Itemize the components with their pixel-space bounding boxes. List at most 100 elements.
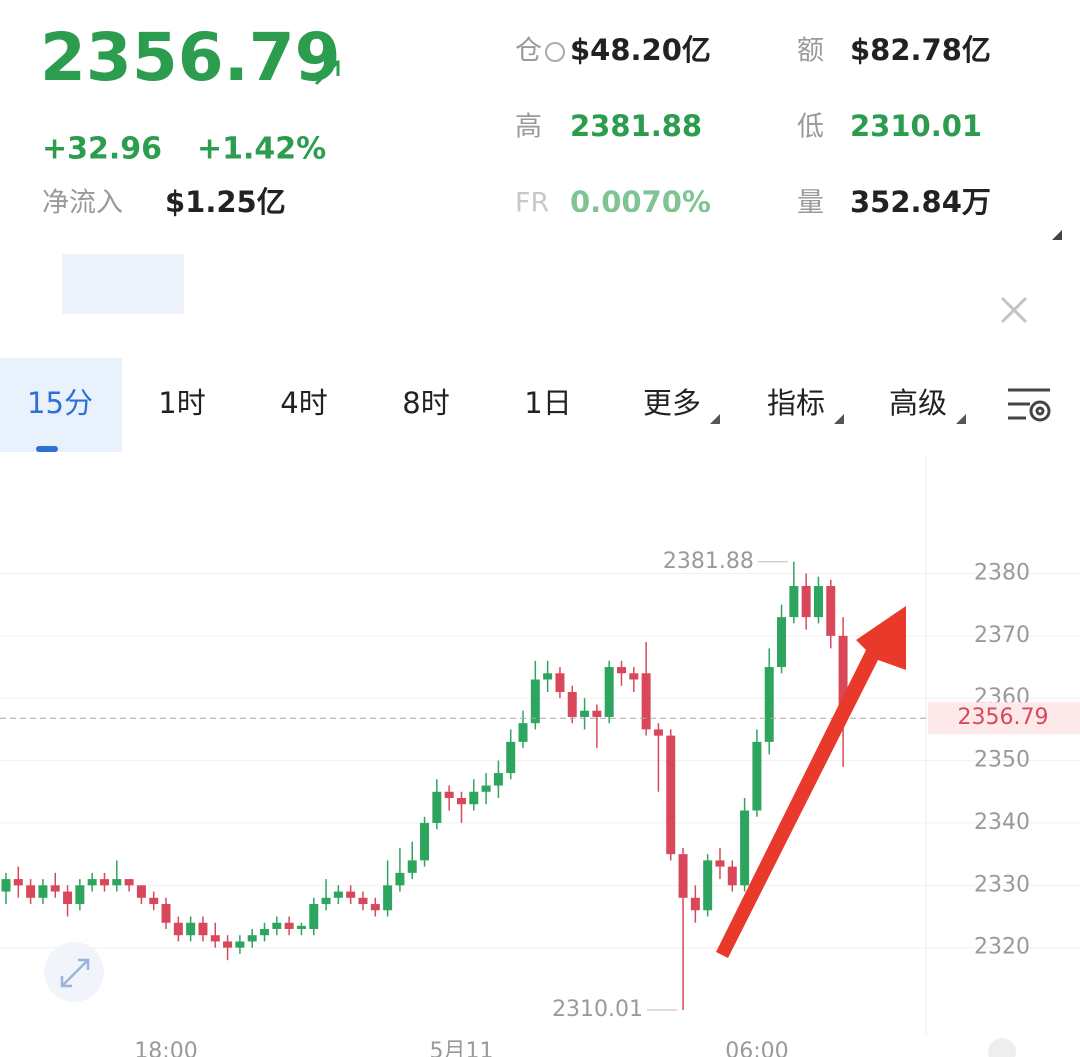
y-tick-label: 2330	[974, 872, 1030, 897]
y-tick-label: 2340	[974, 810, 1030, 835]
candle-body	[358, 897, 368, 905]
stat-label: 高	[515, 112, 542, 143]
candle-body	[296, 925, 306, 929]
candle-body	[826, 585, 836, 636]
candle-body	[112, 879, 122, 886]
candle-body	[518, 723, 528, 742]
candle-body	[50, 885, 60, 892]
candle-body	[567, 691, 577, 717]
candle-body	[272, 922, 282, 929]
candle-body	[38, 885, 48, 898]
change-pct: +1.42%	[197, 132, 326, 167]
current-price-tag	[928, 702, 1080, 735]
candle-body	[284, 922, 294, 929]
stat-label: 额	[797, 36, 824, 67]
dropdown-caret	[834, 414, 844, 424]
candle-body	[629, 673, 639, 680]
candle-body	[309, 904, 319, 929]
candle-body	[838, 635, 848, 719]
candle-body	[161, 904, 171, 923]
tab[interactable]: 指标	[767, 386, 825, 420]
candle-body	[186, 922, 196, 936]
candle-body	[678, 854, 688, 898]
tab[interactable]: 4时	[280, 386, 327, 420]
candle-body	[580, 710, 590, 717]
candle-body	[99, 879, 109, 886]
max-label: 2381.88	[663, 549, 754, 574]
placeholder	[62, 254, 184, 314]
annotation-arrow	[716, 606, 906, 958]
tab[interactable]: 8时	[402, 386, 449, 420]
candle-body	[506, 741, 516, 774]
candle-body	[764, 667, 774, 742]
stat-value: $82.78亿	[850, 33, 991, 67]
active-tab-bg	[0, 358, 122, 452]
min-label: 2310.01	[552, 997, 643, 1022]
x-tick-label: 18:00	[134, 1039, 197, 1057]
candle-body	[87, 879, 97, 886]
y-tick-label: 2320	[974, 935, 1030, 960]
stat-label: 量	[797, 188, 824, 219]
candle-body	[715, 860, 725, 867]
candle-body	[481, 785, 491, 792]
candle-body	[13, 879, 23, 886]
close-button[interactable]	[1000, 296, 1028, 324]
tab[interactable]: 更多	[643, 386, 701, 420]
price: 2356.79	[40, 19, 341, 96]
candle-body	[727, 866, 737, 886]
candle-body	[432, 791, 442, 823]
candle-body	[1, 879, 11, 892]
expand-button[interactable]	[44, 942, 104, 1002]
dropdown-caret	[710, 414, 720, 424]
candle-body	[543, 673, 553, 680]
candle-body	[617, 667, 626, 674]
y-tick-label: 2380	[974, 560, 1030, 585]
candle-body	[592, 710, 602, 717]
candle-body	[813, 585, 823, 618]
net-inflow-label: 净流入	[42, 188, 123, 219]
fade	[500, 212, 720, 232]
help-icon[interactable]	[545, 42, 565, 62]
candle-body	[604, 667, 614, 717]
candle-body	[407, 860, 417, 873]
y-tick-label: 2370	[974, 623, 1030, 648]
tab[interactable]: 1时	[158, 386, 205, 420]
tab[interactable]: 高级	[889, 386, 947, 420]
candle-body	[124, 879, 134, 886]
candle-body	[690, 897, 700, 911]
stat-label: 仓	[515, 36, 542, 67]
dropdown-caret	[956, 414, 966, 424]
candle-body	[260, 928, 270, 936]
tabs: 15分 1时 4时 8时 1日 更多 指标 高级	[27, 386, 966, 424]
candle-body	[801, 585, 811, 618]
candle-body	[752, 741, 762, 811]
candle-body	[420, 822, 430, 861]
y-tick-label: 2350	[974, 748, 1030, 773]
candle-body	[63, 891, 73, 905]
candle-body	[740, 810, 750, 886]
corner-mark	[1052, 230, 1062, 240]
stat-label: 低	[797, 112, 824, 143]
candle-body	[703, 860, 713, 911]
active-tab-indicator	[36, 446, 58, 452]
net-inflow: $1.25亿	[165, 185, 286, 219]
candle-body	[777, 617, 787, 668]
stat-value: $48.20亿	[570, 33, 711, 67]
candle-body	[555, 673, 565, 692]
tab[interactable]: 15分	[27, 386, 93, 420]
candle-body	[26, 885, 36, 898]
candle-body	[235, 941, 245, 948]
candle-body	[370, 904, 380, 911]
current-price: 2356.79	[958, 705, 1049, 730]
x-tick-label: 5月11	[429, 1039, 493, 1057]
candle-body	[666, 735, 676, 855]
settings-icon[interactable]	[1008, 388, 1051, 422]
candle-body	[247, 935, 257, 942]
candle-body	[75, 885, 85, 905]
change: +32.96	[42, 132, 162, 167]
candle-body	[333, 891, 343, 898]
corner-button[interactable]	[988, 1038, 1016, 1057]
candle-body	[223, 941, 233, 948]
tab[interactable]: 1日	[524, 386, 571, 420]
